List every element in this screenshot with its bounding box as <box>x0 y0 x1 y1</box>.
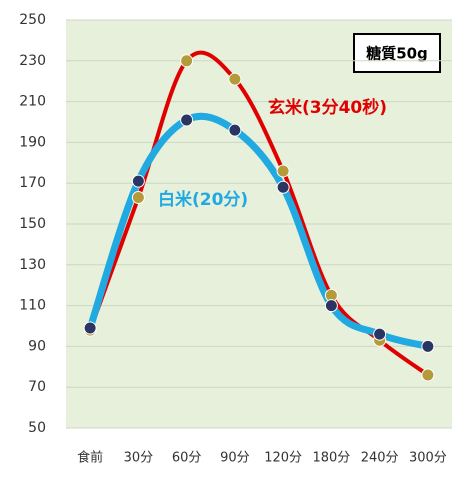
y-tick-label: 190 <box>19 134 46 150</box>
series-label: 白米(20分) <box>158 189 248 210</box>
series-label: 玄米(3分40秒) <box>268 97 387 118</box>
y-tick-label: 150 <box>19 216 46 232</box>
annotation-box <box>353 33 441 73</box>
y-tick-label: 230 <box>19 53 46 69</box>
data-point <box>83 321 97 335</box>
x-tick-label: 300分 <box>409 451 447 466</box>
x-tick-label: 60分 <box>172 451 202 466</box>
data-point <box>228 72 242 86</box>
x-tick-label: 30分 <box>124 451 154 466</box>
data-point <box>131 174 145 188</box>
data-point <box>421 339 435 353</box>
y-tick-label: 50 <box>28 420 46 436</box>
x-tick-label: 240分 <box>361 451 399 466</box>
y-tick-label: 110 <box>19 298 46 314</box>
y-tick-label: 250 <box>19 12 46 28</box>
y-tick-label: 130 <box>19 257 46 273</box>
data-point <box>131 190 145 204</box>
data-point <box>276 180 290 194</box>
data-point <box>276 164 290 178</box>
y-tick-label: 170 <box>19 175 46 191</box>
data-point <box>421 368 435 382</box>
y-tick-label: 70 <box>28 379 46 395</box>
y-tick-label: 210 <box>19 94 46 110</box>
annotation: 糖質50g <box>366 45 428 63</box>
data-point <box>373 327 387 341</box>
x-tick-label: 120分 <box>264 451 302 466</box>
y-tick-label: 90 <box>28 338 46 354</box>
data-point <box>324 299 338 313</box>
x-tick-label: 90分 <box>220 451 250 466</box>
data-point <box>180 54 194 68</box>
x-tick-label: 食前 <box>77 450 103 466</box>
x-tick-label: 180分 <box>312 451 350 466</box>
data-point <box>228 123 242 137</box>
data-point <box>180 113 194 127</box>
